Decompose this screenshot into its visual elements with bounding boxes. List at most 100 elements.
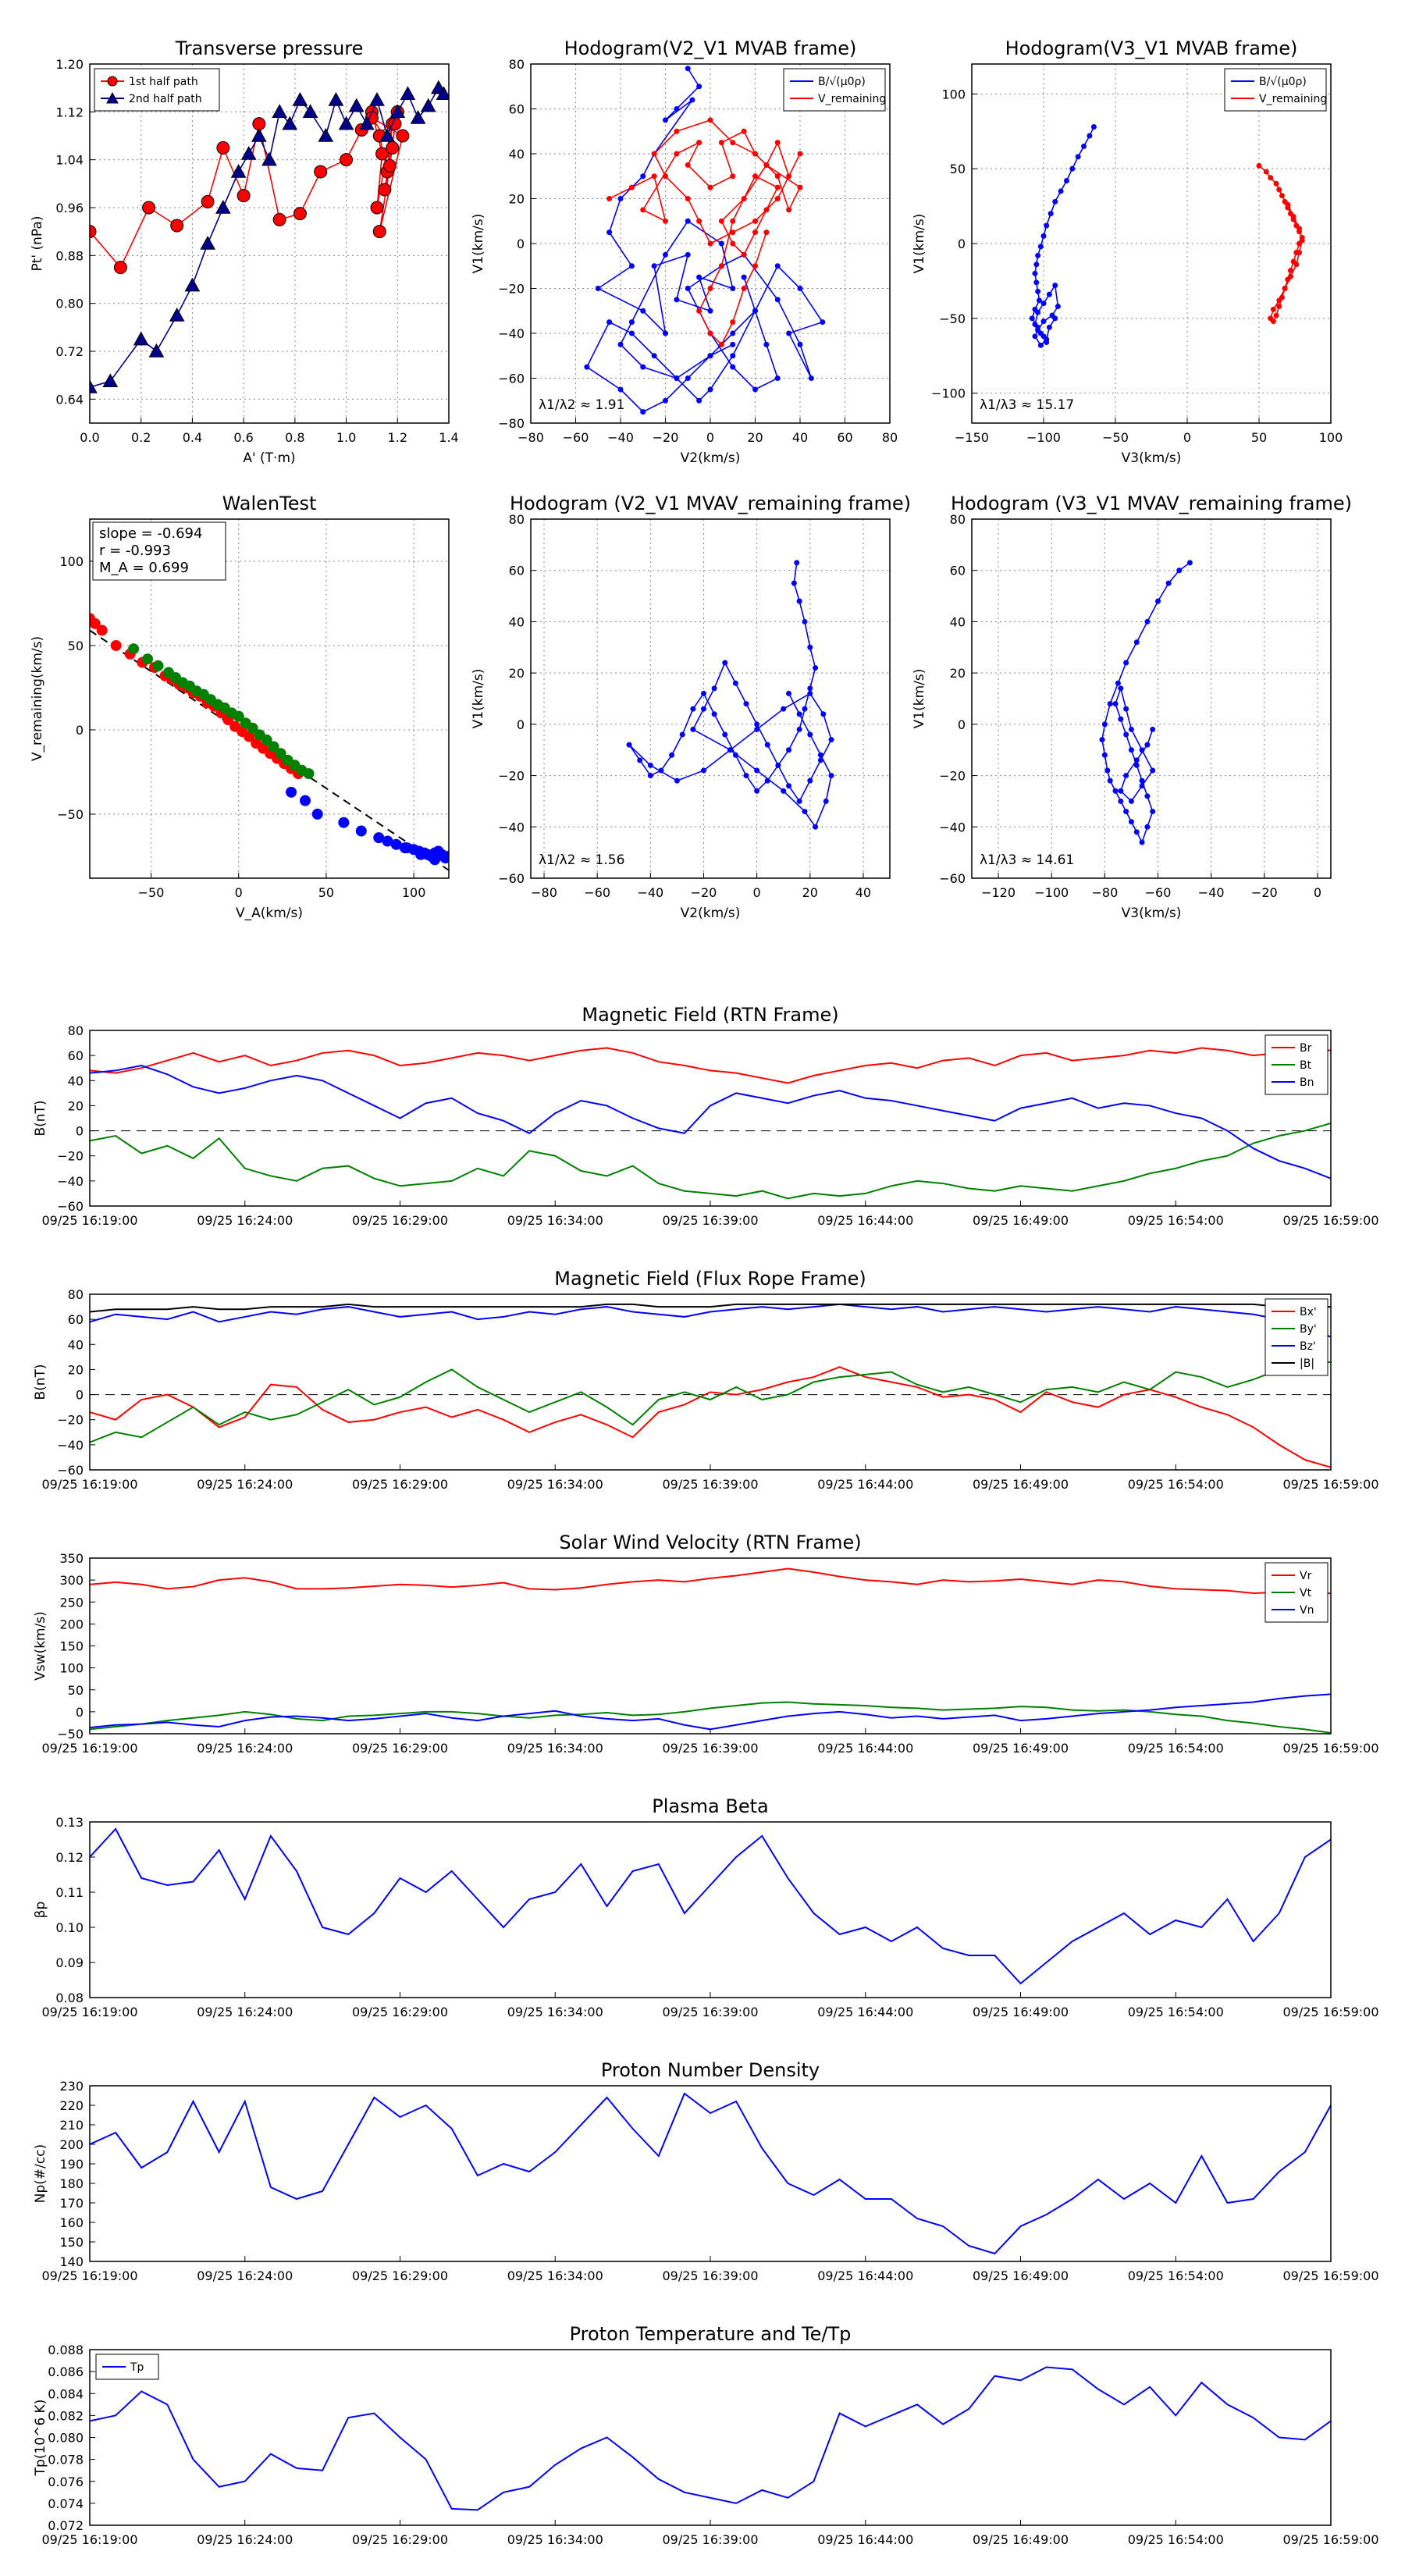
x-tick-label: 09/25 16:19:00	[41, 1213, 137, 1228]
data-point	[152, 660, 164, 671]
x-tick-label: 09/25 16:29:00	[352, 1477, 448, 1492]
data-point	[743, 773, 749, 779]
x-axis-label: V2(km/s)	[681, 906, 741, 921]
data-point	[1037, 244, 1044, 250]
x-tick-label: 0.4	[183, 430, 202, 445]
x-tick-label: −20	[691, 885, 717, 900]
x-tick-label: −20	[1251, 885, 1278, 900]
x-tick-label: 09/25 16:39:00	[662, 1741, 758, 1756]
data-point	[663, 218, 668, 224]
hodogram-v2v1-mvav-chart: Hodogram (V2_V1 MVAV_remaining frame) −60…	[471, 493, 911, 921]
legend-label: By'	[1300, 1323, 1317, 1336]
data-point	[359, 116, 375, 130]
x-tick-label: 20	[802, 885, 818, 900]
data-point	[707, 117, 713, 123]
data-point	[300, 795, 311, 806]
x-tick-label: 100	[402, 885, 426, 900]
data-point	[1186, 560, 1193, 566]
data-point	[1299, 237, 1305, 244]
data-point	[328, 91, 344, 106]
data-point	[763, 207, 770, 213]
plot-frame	[89, 63, 450, 424]
y-tick-label: 60	[509, 102, 525, 117]
data-point	[379, 127, 395, 142]
data-point	[685, 251, 691, 258]
data-point	[640, 308, 646, 314]
y-axis-label: B(nT)	[33, 1100, 48, 1136]
legend: Br Bt Bn	[1264, 1034, 1329, 1095]
data-point	[302, 104, 318, 119]
x-tick-label: 09/25 16:44:00	[817, 1477, 913, 1492]
data-point	[128, 643, 140, 655]
data-point	[685, 218, 691, 224]
data-point	[1144, 793, 1151, 799]
y-tick-label: 160	[59, 2215, 84, 2230]
data-point	[637, 757, 643, 763]
data-point	[741, 128, 747, 134]
plot-frame	[89, 518, 450, 879]
data-point	[663, 117, 668, 123]
x-tick-label: −50	[138, 885, 165, 900]
y-tick-label: 0.64	[55, 392, 84, 407]
x-tick-label: −50	[1102, 430, 1129, 445]
data-point	[628, 263, 635, 269]
data-point	[718, 140, 724, 146]
y-tick-label: −80	[498, 416, 525, 431]
data-point	[1133, 757, 1140, 763]
x-tick-label: 09/25 16:59:00	[1282, 1477, 1378, 1492]
data-point	[786, 173, 792, 180]
data-point	[1133, 639, 1140, 646]
data-point	[730, 229, 736, 236]
y-tick-label: 80	[509, 512, 525, 527]
y-tick-label: −40	[498, 326, 525, 341]
data-point	[1032, 322, 1038, 327]
legend-box	[1224, 68, 1327, 112]
data-point	[378, 183, 392, 197]
data-point	[584, 364, 590, 370]
data-point	[754, 788, 760, 794]
data-point	[390, 838, 402, 850]
data-point	[786, 690, 792, 696]
series-line-vn	[90, 1693, 1331, 1731]
y-tick-label: −20	[57, 1413, 84, 1428]
y-tick-label: 0.086	[48, 2364, 84, 2379]
data-point	[741, 286, 747, 291]
data-point	[1150, 726, 1156, 732]
data-point	[1040, 233, 1047, 239]
data-point	[711, 685, 717, 692]
data-point	[786, 330, 792, 336]
data-point	[797, 286, 803, 291]
data-point	[1090, 124, 1097, 130]
y-tick-label: −60	[57, 1199, 84, 1214]
y-tick-label: 60	[950, 564, 966, 578]
data-point	[685, 286, 691, 291]
data-point	[375, 147, 389, 161]
x-tick-label: 09/25 16:29:00	[352, 2005, 448, 2019]
data-point	[774, 140, 781, 146]
data-point	[640, 364, 646, 370]
x-tick-label: −100	[1026, 430, 1061, 445]
data-point	[311, 808, 323, 820]
y-tick-label: 100	[59, 1661, 84, 1676]
data-point	[369, 91, 385, 106]
data-point	[1052, 198, 1058, 205]
data-point	[272, 212, 286, 226]
data-point	[1139, 747, 1145, 753]
y-tick-label: 0.09	[55, 1955, 84, 1970]
data-point	[373, 832, 385, 844]
data-point	[774, 297, 781, 303]
data-point	[752, 151, 758, 157]
x-tick-label: 09/25 16:19:00	[41, 2268, 137, 2283]
data-point	[707, 330, 713, 336]
series-line-br	[90, 1047, 1331, 1084]
data-point	[754, 726, 760, 732]
data-point	[796, 726, 802, 732]
data-point	[617, 341, 624, 347]
data-point	[730, 353, 736, 359]
x-tick-label: 09/25 16:19:00	[41, 2532, 137, 2547]
data-point	[420, 98, 436, 112]
data-point	[382, 158, 397, 173]
data-point	[1279, 193, 1285, 199]
data-point	[1040, 301, 1047, 307]
